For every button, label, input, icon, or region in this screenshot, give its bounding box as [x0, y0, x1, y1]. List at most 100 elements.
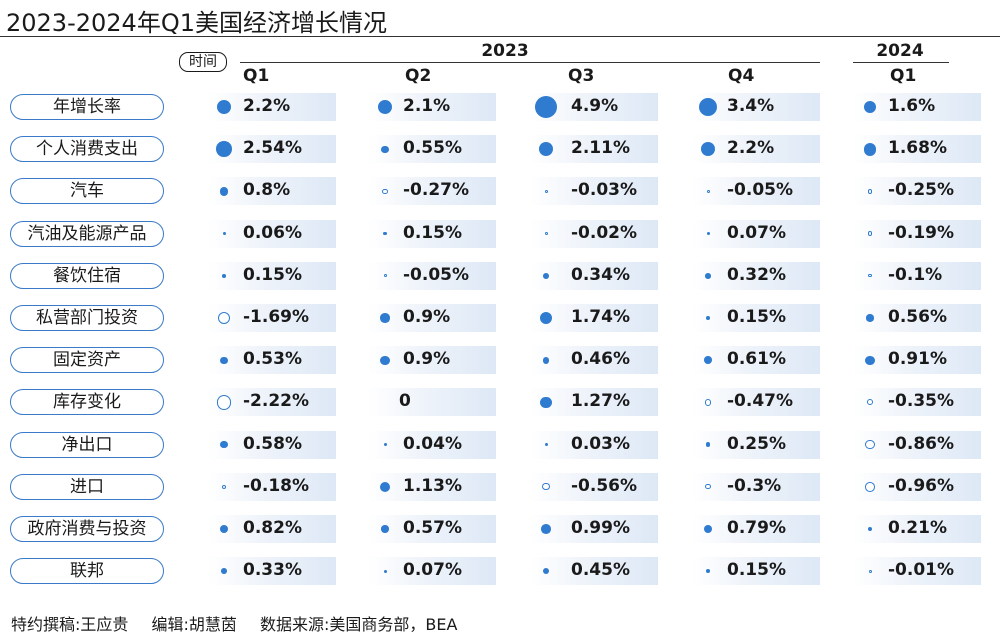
- row-band: [853, 177, 981, 206]
- value-label: -0.05%: [727, 180, 794, 201]
- value-label: 0.32%: [727, 264, 786, 285]
- row-band: [368, 177, 496, 206]
- row-band: [853, 557, 981, 586]
- value-label: 0.8%: [243, 180, 291, 201]
- footer-source: 数据来源:美国商务部，BEA: [260, 615, 458, 634]
- value-label: 4.9%: [571, 96, 619, 116]
- row-band: [368, 388, 496, 417]
- row-band: [692, 430, 820, 459]
- value-label: 0.55%: [403, 138, 462, 159]
- bubble-mark: [544, 189, 548, 193]
- value-label: 0.45%: [571, 560, 630, 581]
- row-band: [208, 177, 336, 206]
- row-band: [692, 177, 820, 206]
- value-label: 0.56%: [888, 307, 947, 327]
- value-label: 0.15%: [403, 222, 462, 243]
- value-label: 0.07%: [403, 560, 462, 581]
- row-band: [692, 472, 820, 501]
- row-band: [853, 515, 981, 543]
- value-label: 0.15%: [243, 264, 302, 285]
- row-band: [853, 261, 981, 290]
- year-2023-divider: [240, 62, 820, 63]
- page-title: 2023-2024年Q1美国经济增长情况: [6, 9, 387, 37]
- bubble-mark: [222, 273, 226, 278]
- value-label: 2.1%: [403, 96, 451, 116]
- bubble-mark: [698, 97, 718, 117]
- bubble-mark: [868, 569, 872, 573]
- bubble-mark: [540, 396, 552, 408]
- value-label: -0.47%: [727, 391, 794, 412]
- bubble-mark: [221, 568, 227, 574]
- row-label: 餐饮住宿: [10, 262, 164, 289]
- row-band: [853, 219, 981, 248]
- bubble-mark: [377, 99, 393, 115]
- value-label: -0.01%: [888, 560, 955, 581]
- value-label: 0.15%: [727, 307, 786, 327]
- value-label: -1.69%: [243, 307, 310, 327]
- value-label: 0.53%: [243, 349, 302, 370]
- bubble-mark: [867, 188, 873, 194]
- bubble-mark: [220, 356, 228, 364]
- bubble-mark: [705, 442, 711, 448]
- bubble-mark: [544, 443, 548, 447]
- bubble-mark: [379, 481, 391, 493]
- bubble-mark: [383, 274, 387, 278]
- value-label: 1.27%: [571, 391, 630, 412]
- bubble-mark: [706, 569, 710, 574]
- value-label: 0.91%: [888, 349, 947, 370]
- row-label: 固定资产: [10, 347, 164, 374]
- row-band: [208, 557, 336, 586]
- row-label: 库存变化: [10, 389, 164, 416]
- year-label-2024: 2024: [876, 41, 924, 61]
- value-label: -2.22%: [243, 391, 310, 412]
- bubble-mark: [380, 355, 390, 365]
- bubble-mark: [217, 311, 231, 325]
- bubble-mark: [705, 484, 711, 490]
- value-label: 1.74%: [571, 307, 630, 327]
- bubble-mark: [706, 189, 710, 193]
- value-label: 0.61%: [727, 349, 786, 370]
- bubble-mark: [706, 232, 710, 236]
- row-band: [692, 219, 820, 248]
- value-label: 1.68%: [888, 138, 947, 159]
- value-label: 0: [399, 391, 411, 412]
- bubble-mark: [221, 484, 227, 489]
- bubble-mark: [867, 231, 873, 236]
- bubble-mark: [863, 100, 877, 114]
- value-label: 0.58%: [243, 433, 302, 454]
- value-label: 0.07%: [727, 222, 786, 243]
- quarter-label-2023-q1: Q1: [243, 66, 270, 86]
- bubble-mark: [705, 273, 711, 279]
- value-label: 0.99%: [571, 518, 630, 538]
- value-label: 1.13%: [403, 475, 462, 496]
- value-label: -0.27%: [403, 180, 470, 201]
- bubble-mark: [381, 145, 389, 153]
- value-label: 0.82%: [243, 518, 302, 538]
- bubble-mark: [706, 316, 710, 320]
- row-label: 年增长率: [10, 94, 164, 120]
- row-band: [692, 304, 820, 332]
- bubble-mark: [542, 483, 550, 491]
- bubble-mark: [538, 142, 554, 157]
- row-label: 净出口: [10, 431, 164, 458]
- row-label: 联邦: [10, 558, 164, 585]
- row-band: [530, 177, 658, 206]
- bubble-mark: [382, 188, 388, 194]
- bubble-mark: [865, 355, 875, 365]
- row-band: [530, 472, 658, 501]
- quarter-label-2024-q1: Q1: [890, 66, 917, 86]
- bubble-mark: [380, 313, 390, 323]
- year-label-2023: 2023: [481, 41, 529, 61]
- value-label: -0.35%: [888, 391, 955, 412]
- bubble-mark: [216, 141, 232, 158]
- bubble-mark: [703, 524, 713, 534]
- bubble-mark: [542, 356, 550, 364]
- bubble-mark: [865, 481, 875, 492]
- year-2024-divider: [853, 62, 949, 63]
- row-label: 汽车: [10, 178, 164, 205]
- footer-editor: 编辑:胡慧茵: [151, 615, 237, 634]
- row-band: [208, 346, 336, 375]
- row-band: [208, 219, 336, 248]
- row-band: [368, 557, 496, 586]
- quarter-label-2023-q4: Q4: [728, 66, 755, 86]
